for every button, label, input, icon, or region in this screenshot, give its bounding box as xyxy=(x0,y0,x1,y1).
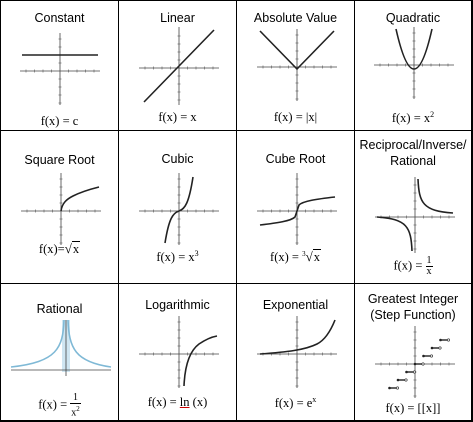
logarithmic-graph xyxy=(139,316,219,388)
cell-title: Exponential xyxy=(262,298,329,312)
cell-formula: f(x) = c xyxy=(40,114,79,128)
reciprocal-curve-right xyxy=(417,178,454,214)
step-closed-dot xyxy=(439,338,442,342)
square-root-graph xyxy=(21,173,101,245)
cell-title: Logarithmic xyxy=(145,298,210,312)
step-open-dot xyxy=(429,354,433,358)
axes xyxy=(374,27,454,99)
step-open-dot xyxy=(412,370,416,374)
cell-title: Linear xyxy=(160,11,195,25)
cell-formula: f(x) = [[x]] xyxy=(385,401,441,415)
cell-formula: f(x) = x2 xyxy=(391,110,435,126)
cell-cube-root: Cube Root f(x) = 3√x xyxy=(237,131,355,284)
cell-formula: f(x) = x xyxy=(158,110,197,124)
cube-root-graph xyxy=(257,173,337,245)
cell-absolute-value: Absolute Value f(x) = |x| xyxy=(237,1,355,131)
absolute-value-graph xyxy=(257,29,337,101)
cell-title: Square Root xyxy=(24,153,95,167)
square-root-curve xyxy=(60,186,100,212)
absolute-value-curve xyxy=(259,30,335,71)
step-open-dot xyxy=(421,362,425,366)
axes xyxy=(375,326,455,398)
step-closed-dot xyxy=(388,386,391,390)
cell-title-line-2: Rational xyxy=(390,154,436,168)
step-open-dot xyxy=(438,346,442,350)
cell-square-root: Square Root f(x)=√x xyxy=(1,131,119,284)
axes xyxy=(257,29,337,101)
rational-curve-right xyxy=(67,319,112,368)
step-open-dot xyxy=(395,386,399,390)
cell-cubic: Cubic f(x) = x3 xyxy=(119,131,237,284)
cell-greatest-integer: Greatest Integer (Step Function) f(x) = … xyxy=(355,284,472,421)
step-open-dot xyxy=(404,378,408,382)
cell-quadratic: Quadratic f(x) = x2 xyxy=(355,1,472,131)
cell-title: Absolute Value xyxy=(253,11,338,25)
cell-formula: f(x) = 3√x xyxy=(270,249,321,264)
cubic-curve xyxy=(164,176,194,244)
reciprocal-graph xyxy=(375,177,455,253)
cell-formula: f(x) = x3 xyxy=(156,249,199,265)
rational-curve-left xyxy=(10,319,65,368)
exponential-graph xyxy=(257,316,337,388)
step-open-dot xyxy=(447,338,451,342)
axes xyxy=(257,316,337,388)
step-function-graph xyxy=(375,326,455,398)
quadratic-curve xyxy=(395,28,433,70)
cell-formula: f(x) = 1 x2 xyxy=(38,392,81,419)
cell-title: Cubic xyxy=(161,152,194,166)
cell-title: Constant xyxy=(34,11,85,25)
cell-title-line-1: Greatest Integer xyxy=(367,292,459,306)
exponential-curve xyxy=(259,319,336,355)
linear-graph xyxy=(139,27,219,105)
cell-linear: Linear f(x) = x xyxy=(119,1,237,131)
quadratic-graph xyxy=(374,27,454,99)
linear-curve xyxy=(143,29,215,103)
logarithmic-curve xyxy=(183,335,218,387)
cube-root-curve xyxy=(259,196,336,226)
cubic-graph xyxy=(139,173,219,245)
axes xyxy=(20,33,100,105)
axes xyxy=(139,173,219,245)
cell-formula: f(x) = ln (x) xyxy=(147,395,208,409)
cell-exponential: Exponential f(x) = ex xyxy=(237,284,355,421)
constant-graph xyxy=(20,33,100,105)
cell-title: Rational xyxy=(36,302,83,316)
step-closed-dot xyxy=(396,378,400,382)
cell-title-line-1: Reciprocal/Inverse/ xyxy=(359,138,467,152)
step-closed-dot xyxy=(413,362,417,366)
reciprocal-curve-left xyxy=(376,216,413,252)
cell-constant: Constant f(x) = c xyxy=(1,1,119,131)
axes xyxy=(139,316,219,388)
cell-title-line-2: (Step Function) xyxy=(370,308,456,322)
cell-logarithmic: Logarithmic f(x) = ln (x) xyxy=(119,284,237,421)
cell-formula: f(x) = |x| xyxy=(273,110,318,124)
cell-formula: f(x)=√x xyxy=(38,241,81,256)
cell-title: Quadratic xyxy=(385,11,441,25)
step-closed-dot xyxy=(430,346,434,350)
cell-title: Cube Root xyxy=(265,152,326,166)
cell-rational: Rational f(x) = 1 x2 xyxy=(1,284,119,421)
step-closed-dot xyxy=(422,354,425,358)
cell-formula: f(x) = ex xyxy=(274,395,317,411)
rational-graph xyxy=(10,319,112,376)
axes xyxy=(375,177,455,253)
step-closed-dot xyxy=(405,370,408,374)
